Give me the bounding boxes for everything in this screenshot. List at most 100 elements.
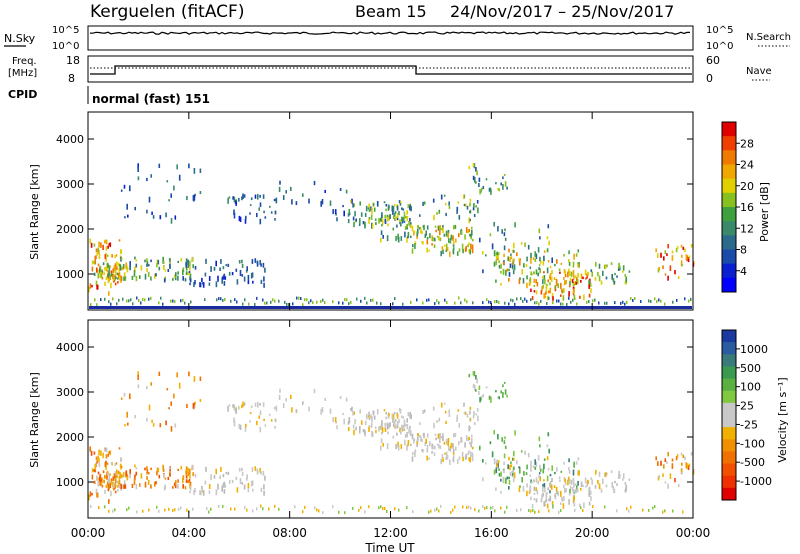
nsky-tick-top: 10^5	[52, 25, 79, 36]
power-cell	[564, 274, 567, 277]
velocity-cell	[302, 510, 304, 514]
power-cell	[530, 252, 532, 259]
power-cell	[664, 302, 666, 306]
power-cell	[444, 244, 446, 247]
power-cell	[133, 274, 136, 277]
power-panel-frame	[87, 111, 694, 311]
power-cell	[504, 228, 506, 232]
power-cell	[640, 300, 642, 303]
power-cell	[502, 268, 505, 274]
power-cell	[574, 297, 576, 301]
velocity-cell	[494, 509, 496, 513]
velocity-cell	[588, 487, 590, 493]
velocity-cell	[482, 505, 484, 508]
velocity-cell	[489, 441, 492, 445]
velocity-cell	[490, 506, 492, 510]
velocity-cell	[90, 450, 93, 456]
power-cell	[480, 190, 482, 193]
velocity-cell	[568, 492, 571, 496]
power-cell	[500, 282, 502, 286]
x-tick-label: 00:00	[676, 526, 711, 540]
velocity-cell	[572, 489, 575, 494]
power-cell	[223, 273, 226, 280]
power-cell	[494, 300, 496, 304]
velocity-cell	[172, 509, 174, 513]
velocity-cell	[500, 471, 502, 477]
velocity-cell	[192, 403, 195, 409]
velocity-cell	[458, 423, 461, 428]
power-cell	[468, 242, 470, 246]
velocity-cell	[478, 385, 481, 390]
velocity-cell	[93, 480, 96, 484]
velocity-cell	[423, 432, 425, 439]
velocity-cell	[150, 467, 152, 471]
power-cell	[634, 297, 636, 300]
velocity-cell	[529, 474, 532, 477]
velocity-cell	[96, 475, 98, 481]
velocity-cell	[469, 457, 471, 463]
power-cell	[140, 301, 142, 305]
velocity-cell	[452, 455, 455, 459]
power-cell	[436, 235, 439, 238]
power-cell	[626, 300, 628, 304]
power-cell	[404, 231, 406, 238]
power-cell	[96, 284, 99, 290]
velocity-cell	[575, 489, 577, 493]
power-cell	[423, 201, 426, 205]
power-cell	[569, 277, 572, 281]
velocity-cell	[118, 475, 120, 480]
power-cell	[118, 272, 120, 278]
velocity-cell	[135, 467, 138, 470]
power-cell	[658, 298, 660, 302]
velocity-cell	[359, 409, 361, 414]
power-cell	[381, 224, 383, 227]
power-cell	[354, 211, 356, 217]
velocity-cell	[520, 508, 522, 512]
velocity-cell	[560, 509, 562, 512]
velocity-cell	[476, 408, 479, 412]
cpid-label: CPID	[8, 88, 37, 101]
velocity-cell	[135, 471, 138, 476]
power-cell	[435, 229, 437, 233]
velocity-cell	[228, 404, 231, 407]
power-cell	[351, 198, 353, 204]
power-cell	[660, 299, 662, 303]
velocity-cell	[234, 507, 236, 511]
power-cell	[672, 300, 674, 304]
velocity-cell	[542, 492, 544, 497]
y-tick-label: 2000	[56, 431, 84, 444]
power-cell	[95, 280, 98, 286]
power-cell	[133, 270, 136, 276]
power-cell	[594, 277, 597, 281]
power-cell	[509, 256, 511, 259]
freq-panel	[87, 55, 694, 83]
velocity-cell	[392, 417, 394, 423]
power-cell	[504, 237, 507, 241]
power-cell	[411, 225, 414, 232]
power-cell	[88, 286, 90, 293]
power-cell	[572, 261, 575, 268]
velocity-cell	[159, 423, 162, 428]
velocity-cell	[116, 480, 119, 484]
power-cell	[475, 205, 477, 208]
power-cell	[684, 297, 686, 301]
power-cell	[444, 202, 447, 206]
velocity-cell	[105, 447, 108, 453]
power-cell	[656, 300, 658, 304]
power-cell	[572, 293, 575, 296]
power-cell	[167, 269, 170, 272]
power-cell	[434, 225, 437, 228]
power-cell	[243, 276, 246, 282]
velocity-cell	[572, 494, 575, 499]
velocity-cell	[441, 454, 444, 458]
velocity-cell	[580, 481, 583, 488]
power-cell	[458, 215, 461, 220]
velocity-cell	[682, 510, 684, 514]
power-cell	[563, 276, 565, 280]
power-cell	[603, 264, 606, 270]
power-cell	[496, 300, 498, 303]
power-cell	[416, 232, 419, 237]
velocity-cell	[463, 411, 466, 414]
velocity-cell	[163, 474, 165, 478]
power-cell	[114, 255, 116, 259]
